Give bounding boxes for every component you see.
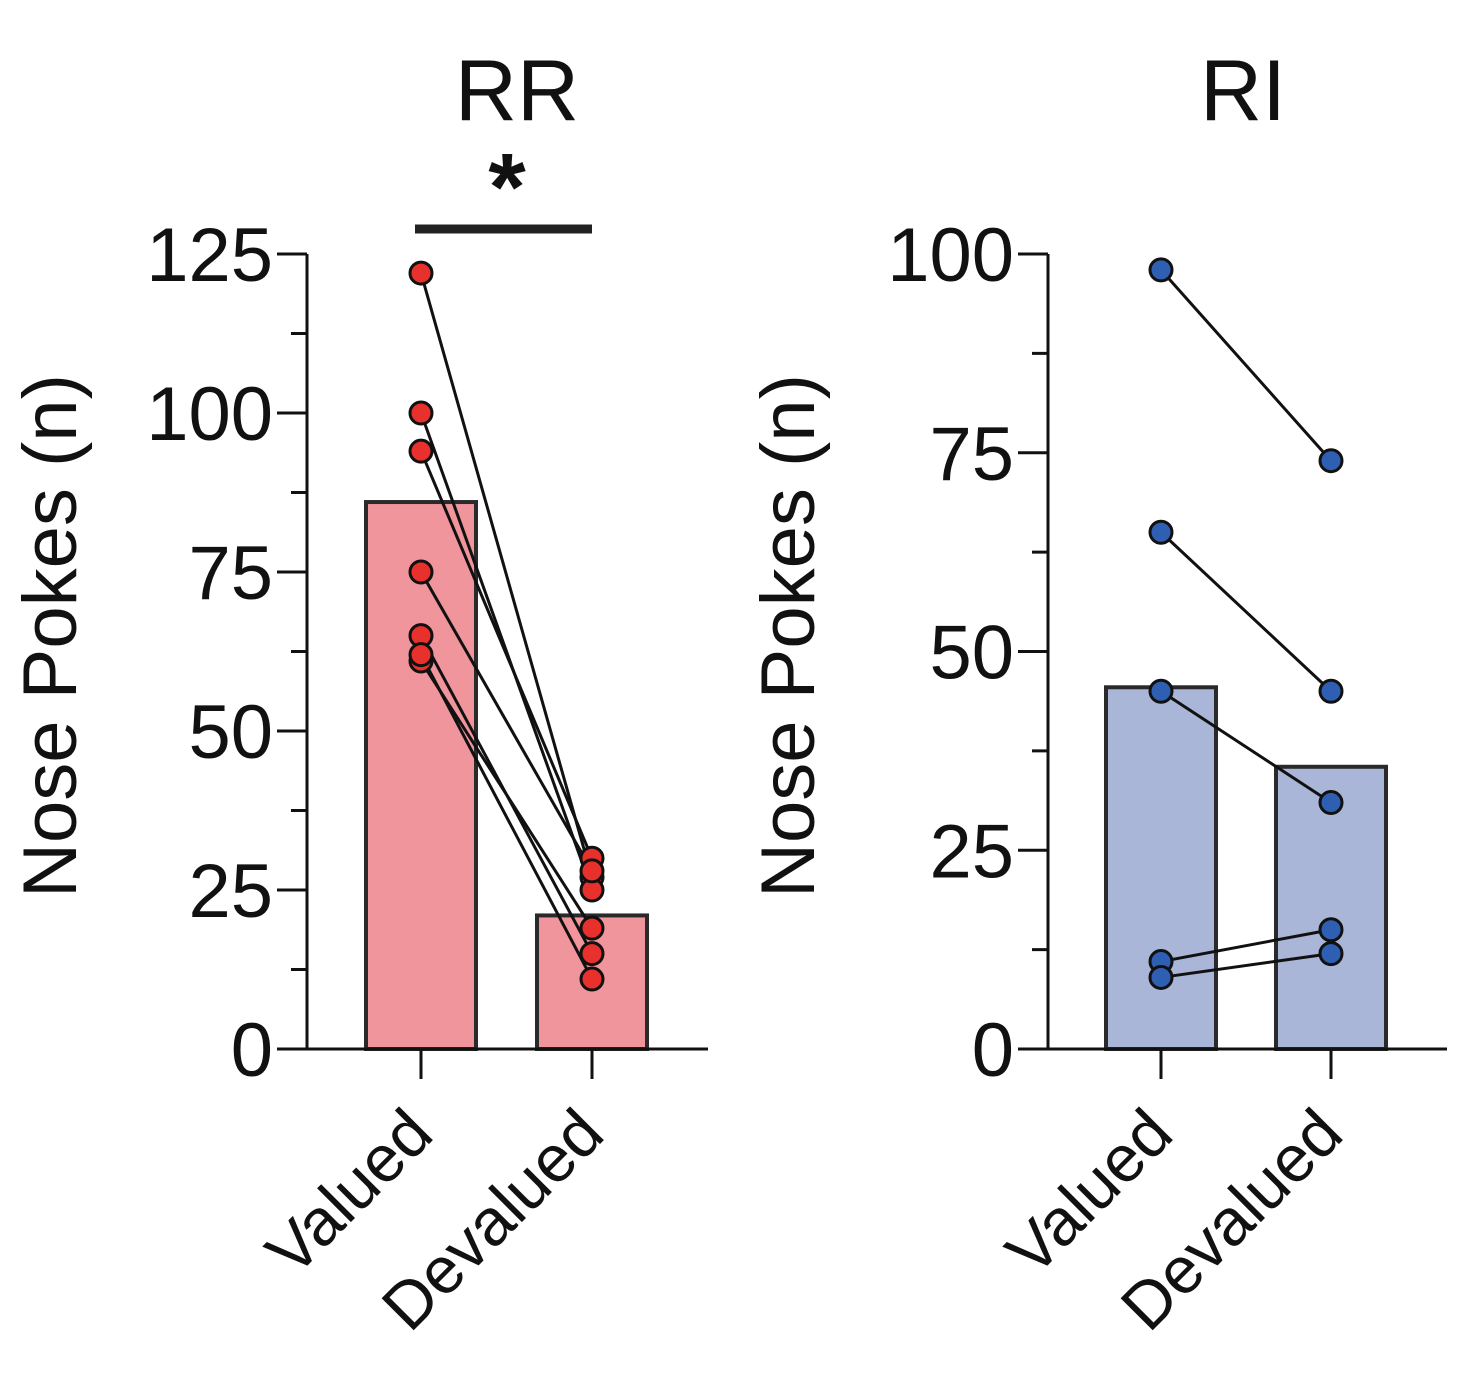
y-axis-label: Nose Pokes (n) <box>8 374 93 898</box>
paired-line <box>419 272 594 878</box>
y-tick-label: 125 <box>146 213 273 298</box>
bars <box>1104 685 1388 1052</box>
paired-line <box>1159 268 1333 462</box>
data-point-valued <box>1148 257 1174 283</box>
y-tick-label: 25 <box>188 849 273 934</box>
paired-line <box>419 653 594 980</box>
data-point-valued <box>1148 964 1174 990</box>
data-point-devalued <box>579 858 605 884</box>
paired-line <box>1159 531 1333 693</box>
paired-lines <box>419 272 594 980</box>
paired-line <box>1160 689 1332 804</box>
bar-valued <box>364 500 478 1052</box>
data-point-valued <box>1148 519 1174 545</box>
panel-rr: RR Nose Pokes (n) * 0 25 50 75 100 125 Valued… <box>8 43 708 1344</box>
bar-valued <box>1104 685 1218 1052</box>
y-tick-label: 50 <box>188 690 273 775</box>
significance-star: * <box>488 134 526 241</box>
data-point-devalued <box>1318 790 1344 816</box>
y-ticks: 0 25 50 75 100 <box>887 213 1048 1093</box>
y-axis-label: Nose Pokes (n) <box>746 374 831 898</box>
y-tick-label: 50 <box>929 611 1014 696</box>
y-tick-label: 100 <box>887 213 1014 298</box>
bars <box>364 500 649 1052</box>
data-point-valued <box>1148 678 1174 704</box>
data-point-valued <box>408 260 434 286</box>
data-point-devalued <box>579 915 605 941</box>
y-ticks: 0 25 50 75 100 125 <box>146 213 307 1093</box>
data-points <box>408 260 605 992</box>
data-point-devalued <box>1318 941 1344 967</box>
y-tick-label: 0 <box>231 1008 273 1093</box>
data-point-devalued <box>1318 678 1344 704</box>
panel-title: RI <box>1200 43 1286 139</box>
paired-line <box>419 571 594 872</box>
paired-line <box>419 450 594 859</box>
data-point-devalued <box>579 941 605 967</box>
data-point-devalued <box>1318 448 1344 474</box>
paired-line <box>1160 928 1332 964</box>
data-points <box>1148 257 1344 990</box>
data-point-devalued <box>1318 917 1344 943</box>
y-tick-label: 0 <box>972 1008 1014 1093</box>
y-tick-label: 25 <box>929 809 1014 894</box>
y-tick-label: 75 <box>188 531 273 616</box>
data-point-devalued <box>579 966 605 992</box>
paired-lines <box>1159 268 1333 979</box>
panel-ri: RI Nose Pokes (n) 0 25 50 75 100 ValuedDeval… <box>746 43 1447 1344</box>
y-tick-label: 100 <box>146 372 273 457</box>
data-point-valued <box>408 559 434 585</box>
data-point-valued <box>408 438 434 464</box>
paired-line <box>1160 952 1332 979</box>
y-tick-label: 75 <box>929 412 1014 497</box>
panel-title: RR <box>455 43 579 139</box>
data-point-valued <box>408 642 434 668</box>
data-point-valued <box>408 400 434 426</box>
